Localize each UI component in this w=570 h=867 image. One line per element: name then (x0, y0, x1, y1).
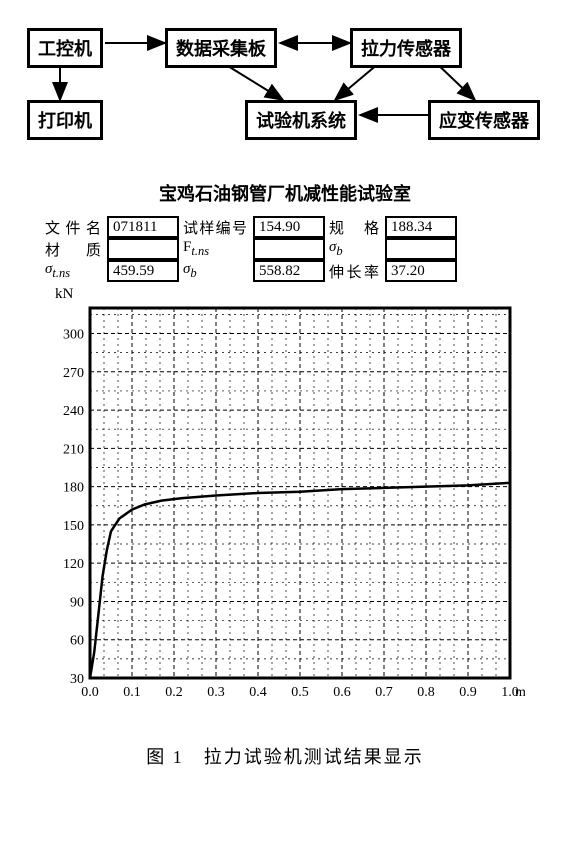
tensile-chart: kN 0.00.10.20.30.40.50.60.70.80.91.03060… (45, 286, 525, 713)
value-ftns (253, 238, 325, 260)
flowchart-node-force: 拉力传感器 (350, 28, 462, 68)
svg-text:0.1: 0.1 (123, 685, 141, 700)
label-sigma-b2: σb (183, 261, 249, 281)
figure-caption: 图 1 拉力试验机测试结果显示 (15, 743, 555, 769)
flowchart-node-daq: 数据采集板 (165, 28, 277, 68)
svg-text:0.8: 0.8 (417, 685, 435, 700)
svg-text:60: 60 (70, 634, 84, 649)
label-elong: 伸长率 (329, 261, 381, 282)
label-ftns: Ft.ns (183, 239, 249, 259)
y-axis-unit: kN (55, 286, 525, 303)
svg-text:30: 30 (70, 672, 84, 687)
label-spec: 规格 (329, 217, 381, 238)
value-elong: 37.20 (385, 260, 457, 282)
info-grid: 文件名 071811 试样编号 154.90 规格 188.34 材 质 Ft.… (45, 216, 525, 282)
value-material (107, 238, 179, 260)
svg-text:0.6: 0.6 (333, 685, 351, 700)
svg-text:180: 180 (63, 481, 84, 496)
svg-text:0.0: 0.0 (81, 685, 99, 700)
svg-text:210: 210 (63, 442, 84, 457)
svg-text:120: 120 (63, 557, 84, 572)
svg-text:300: 300 (63, 328, 84, 343)
flowchart-node-ipc: 工控机 (27, 28, 103, 68)
label-material: 材 质 (45, 239, 103, 260)
svg-text:0.5: 0.5 (291, 685, 309, 700)
svg-text:mm: mm (515, 685, 525, 700)
flowchart-diagram: 工控机 数据采集板 拉力传感器打印机 试验机系统 应变传感器 (15, 20, 555, 150)
value-spec: 188.34 (385, 216, 457, 238)
value-sigma-b2: 558.82 (253, 260, 325, 282)
svg-text:0.9: 0.9 (459, 685, 477, 700)
svg-text:270: 270 (63, 366, 84, 381)
svg-text:90: 90 (70, 595, 84, 610)
value-filename: 071811 (107, 216, 179, 238)
label-filename: 文件名 (45, 217, 103, 238)
flowchart-node-strain: 应变传感器 (428, 100, 540, 140)
label-sigma-b: σb (329, 239, 381, 259)
value-sample: 154.90 (253, 216, 325, 238)
value-sigma-b (385, 238, 457, 260)
svg-text:0.3: 0.3 (207, 685, 225, 700)
lab-title: 宝鸡石油钢管厂机减性能试验室 (15, 180, 555, 206)
chart-svg: 0.00.10.20.30.40.50.60.70.80.91.03060901… (45, 303, 525, 713)
value-sigma-tns: 459.59 (107, 260, 179, 282)
label-sample: 试样编号 (183, 217, 249, 238)
svg-text:0.7: 0.7 (375, 685, 393, 700)
flowchart-node-printer: 打印机 (27, 100, 103, 140)
label-sigma-tns: σt.ns (45, 261, 103, 281)
svg-text:0.2: 0.2 (165, 685, 183, 700)
svg-text:150: 150 (63, 519, 84, 534)
flowchart-node-sys: 试验机系统 (245, 100, 357, 140)
svg-text:0.4: 0.4 (249, 685, 267, 700)
svg-text:240: 240 (63, 404, 84, 419)
